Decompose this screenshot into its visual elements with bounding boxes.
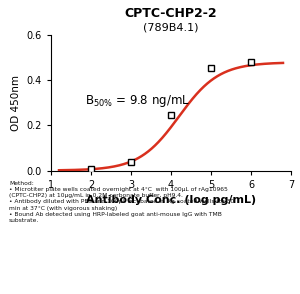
Text: B$_{50\%}$ = 9.8 ng/mL: B$_{50\%}$ = 9.8 ng/mL: [85, 93, 190, 109]
Text: Method:
• Microtiter plate wells coated overnight at 4°C  with 100μL of rAg10965: Method: • Microtiter plate wells coated …: [9, 181, 234, 223]
Text: (789B4.1): (789B4.1): [143, 22, 199, 32]
Text: CPTC-CHP2-2: CPTC-CHP2-2: [125, 7, 217, 20]
X-axis label: Antibody Conc. (log pg/mL): Antibody Conc. (log pg/mL): [86, 195, 256, 205]
Y-axis label: OD 450nm: OD 450nm: [11, 75, 21, 131]
